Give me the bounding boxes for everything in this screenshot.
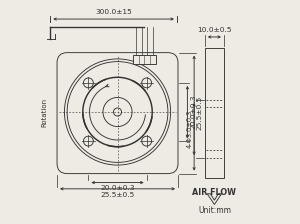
Text: 4-Φ3.0±0.3: 4-Φ3.0±0.3	[186, 110, 192, 148]
Text: 300.0±15: 300.0±15	[95, 9, 132, 15]
Text: 25.5±0.5: 25.5±0.5	[197, 96, 203, 130]
Text: Unit:mm: Unit:mm	[198, 206, 231, 215]
Text: 20.0±0.3: 20.0±0.3	[190, 95, 196, 129]
Bar	[205, 48, 224, 178]
Text: AIR FLOW: AIR FLOW	[192, 188, 236, 197]
Text: 20.0±0.3: 20.0±0.3	[100, 185, 135, 191]
Text: 10.0±0.5: 10.0±0.5	[197, 27, 232, 33]
Text: Rotation: Rotation	[42, 97, 48, 127]
Text: 25.5±0.5: 25.5±0.5	[100, 192, 135, 198]
Bar	[133, 55, 156, 64]
